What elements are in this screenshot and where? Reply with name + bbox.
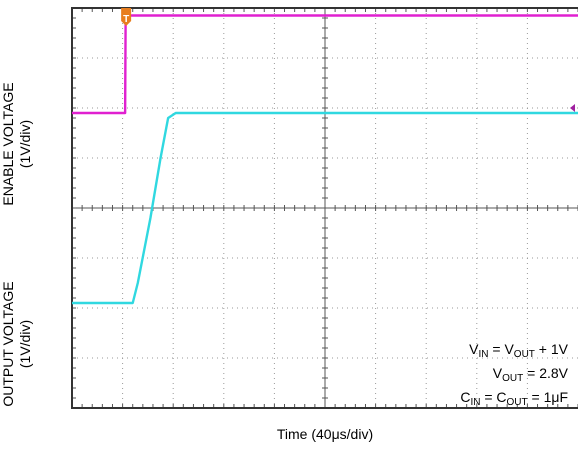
enable-voltage-trace — [72, 14, 578, 115]
annotation-line: VIN = VOUT + 1V — [469, 341, 568, 360]
trigger-marker-icon — [121, 8, 132, 26]
output-voltage-trace — [72, 111, 578, 305]
plot-frame — [71, 7, 578, 409]
trigger-level-icon — [570, 104, 575, 112]
x-axis-label: Time (40μs/div) — [276, 426, 374, 442]
test-conditions-annotation: VIN = VOUT + 1V VOUT = 2.8V CIN = COUT = 1… — [460, 340, 568, 412]
annotation-line: VOUT = 2.8V — [492, 365, 568, 384]
trigger-marker-label: T — [123, 14, 129, 25]
annotation-line: CIN = COUT = 1μF — [460, 389, 568, 408]
